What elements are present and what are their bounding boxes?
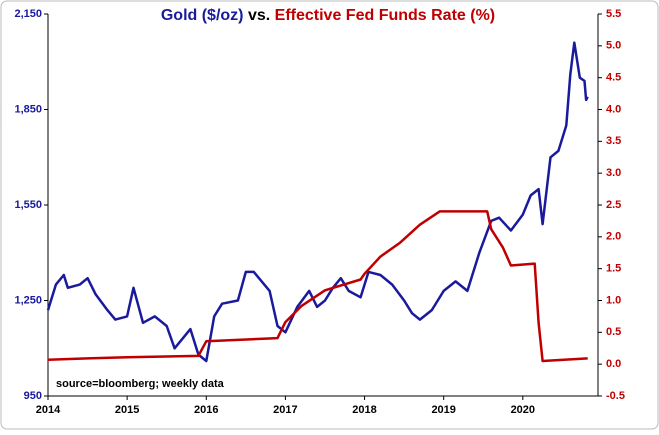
y2-tick-label: 1.0 (606, 294, 621, 306)
y2-tick-label: 2.5 (606, 199, 621, 211)
annotation: source=bloomberg; weekly data (56, 378, 225, 390)
series-line (47, 210, 588, 363)
y2-tick-label: 0.5 (606, 326, 621, 338)
x-tick-label: 2019 (431, 404, 455, 416)
x-tick-label: 2015 (115, 404, 139, 416)
series-line (46, 41, 589, 363)
x-tick-label: 2016 (194, 404, 218, 416)
y2-tick-label: 3.0 (606, 167, 621, 179)
title-part: vs. (248, 7, 270, 24)
y2-tick-label: 4.5 (606, 72, 621, 84)
y2-tick-label: 5.5 (606, 8, 621, 20)
y2-tick-label: 0.0 (606, 358, 621, 370)
x-tick-label: 2017 (273, 404, 297, 416)
title-part: Gold ($/oz) (161, 7, 244, 24)
x-tick-label: 2014 (36, 404, 61, 416)
y-tick-label: 1,250 (14, 294, 42, 306)
y-tick-label: 1,850 (14, 103, 42, 115)
y2-tick-label: 2.0 (606, 231, 621, 243)
y-tick-label: 950 (24, 390, 42, 402)
chart-title: Gold ($/oz) vs. Effective Fed Funds Rate… (161, 7, 495, 24)
title-part: Effective Fed Funds Rate (%) (275, 7, 495, 24)
y-tick-label: 1,550 (14, 199, 42, 211)
y2-tick-label: -0.5 (606, 390, 625, 402)
y2-tick-label: 4.0 (606, 103, 621, 115)
y2-tick-label: 5.0 (606, 40, 621, 52)
x-tick-label: 2020 (511, 404, 535, 416)
y2-tick-label: 1.5 (606, 263, 621, 275)
x-tick-label: 2018 (352, 404, 376, 416)
y2-tick-label: 3.5 (606, 135, 621, 147)
y-tick-label: 2,150 (14, 8, 42, 20)
